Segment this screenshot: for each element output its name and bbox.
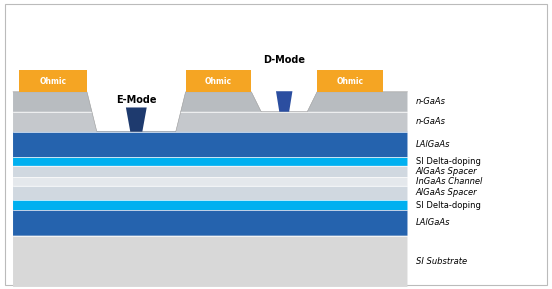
Text: LAlGaAs: LAlGaAs (416, 218, 450, 227)
Text: SI Delta-doping: SI Delta-doping (416, 201, 481, 210)
Polygon shape (13, 157, 407, 166)
Polygon shape (13, 236, 407, 287)
Polygon shape (276, 91, 293, 112)
Text: LAlGaAs: LAlGaAs (416, 140, 450, 149)
Polygon shape (19, 71, 87, 92)
Text: Ohmic: Ohmic (39, 77, 66, 86)
Text: InGaAs Channel: InGaAs Channel (416, 177, 482, 186)
Polygon shape (13, 92, 407, 112)
Text: n-GaAs: n-GaAs (416, 117, 445, 126)
Text: AlGaAs Spacer: AlGaAs Spacer (416, 188, 477, 197)
Text: SI Substrate: SI Substrate (416, 257, 467, 266)
Text: n-GaAs: n-GaAs (416, 97, 445, 106)
Polygon shape (317, 71, 383, 92)
Polygon shape (13, 166, 407, 177)
Polygon shape (13, 210, 407, 236)
Polygon shape (13, 132, 407, 157)
Polygon shape (126, 108, 147, 132)
Polygon shape (13, 177, 407, 186)
Polygon shape (13, 112, 407, 132)
Text: AlGaAs Spacer: AlGaAs Spacer (416, 167, 477, 176)
Text: E-Mode: E-Mode (116, 95, 157, 105)
Polygon shape (13, 186, 407, 200)
Polygon shape (185, 71, 251, 92)
Text: Ohmic: Ohmic (336, 77, 364, 86)
Polygon shape (13, 200, 407, 210)
Text: SI Delta-doping: SI Delta-doping (416, 157, 481, 166)
Text: D-Mode: D-Mode (263, 55, 305, 65)
Text: Ohmic: Ohmic (205, 77, 232, 86)
